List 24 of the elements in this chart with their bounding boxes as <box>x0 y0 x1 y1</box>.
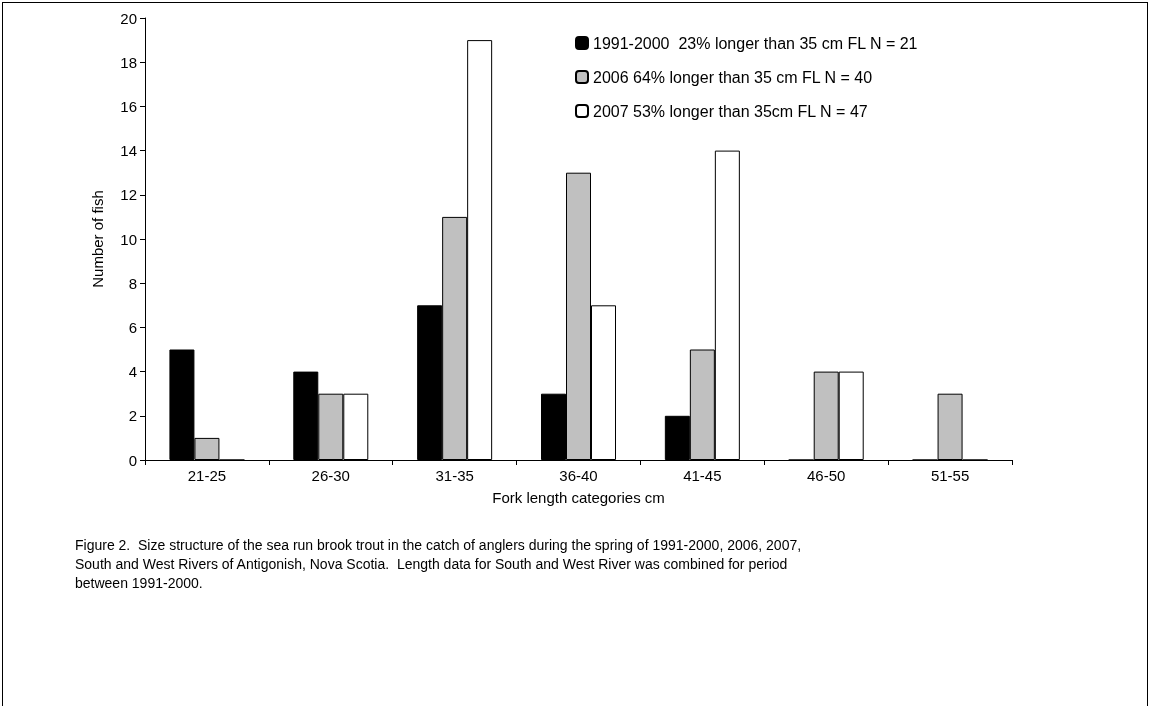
y-tick-label: 8 <box>128 274 137 292</box>
y-tick-label: 20 <box>120 9 137 27</box>
y-tick-label: 14 <box>120 142 137 160</box>
y-tick-label: 4 <box>128 363 137 381</box>
x-axis-title: Fork length categories cm <box>492 489 665 506</box>
y-tick-label: 16 <box>120 97 137 115</box>
y-tick-label: 10 <box>120 230 137 248</box>
x-tick-label: 51-55 <box>930 467 970 484</box>
y-tick-label: 2 <box>128 407 137 425</box>
y-tick-label: 0 <box>128 451 137 469</box>
x-tick-label: 41-45 <box>683 467 722 484</box>
y-tick-label: 6 <box>128 318 137 336</box>
legend-label: 2007 53% longer than 35cm FL N = 47 <box>593 102 868 120</box>
legend-label: 1991-2000 23% longer than 35 cm FL N = 21 <box>593 34 918 52</box>
x-tick-label: 26-30 <box>311 467 350 484</box>
caption: Figure 2. Size structure of the sea run brook trout in the catch of anglers during the spring of 1991-2000, 2006, 2007, South and West Rivers of Antigonish, Nova Scotia. Length data for South and West River was combined for period between 1991-2000. <box>75 536 806 591</box>
x-tick-label: 36-40 <box>559 467 598 484</box>
x-tick-label: 46-50 <box>807 467 846 484</box>
y-tick-label: 12 <box>120 186 137 204</box>
legend-label: 2006 64% longer than 35 cm FL N = 40 <box>593 68 873 86</box>
x-tick-label: 31-35 <box>435 467 474 484</box>
x-tick-label: 21-25 <box>187 467 227 484</box>
y-axis-title: Number of fish <box>89 190 106 288</box>
y-tick-label: 18 <box>120 53 137 71</box>
